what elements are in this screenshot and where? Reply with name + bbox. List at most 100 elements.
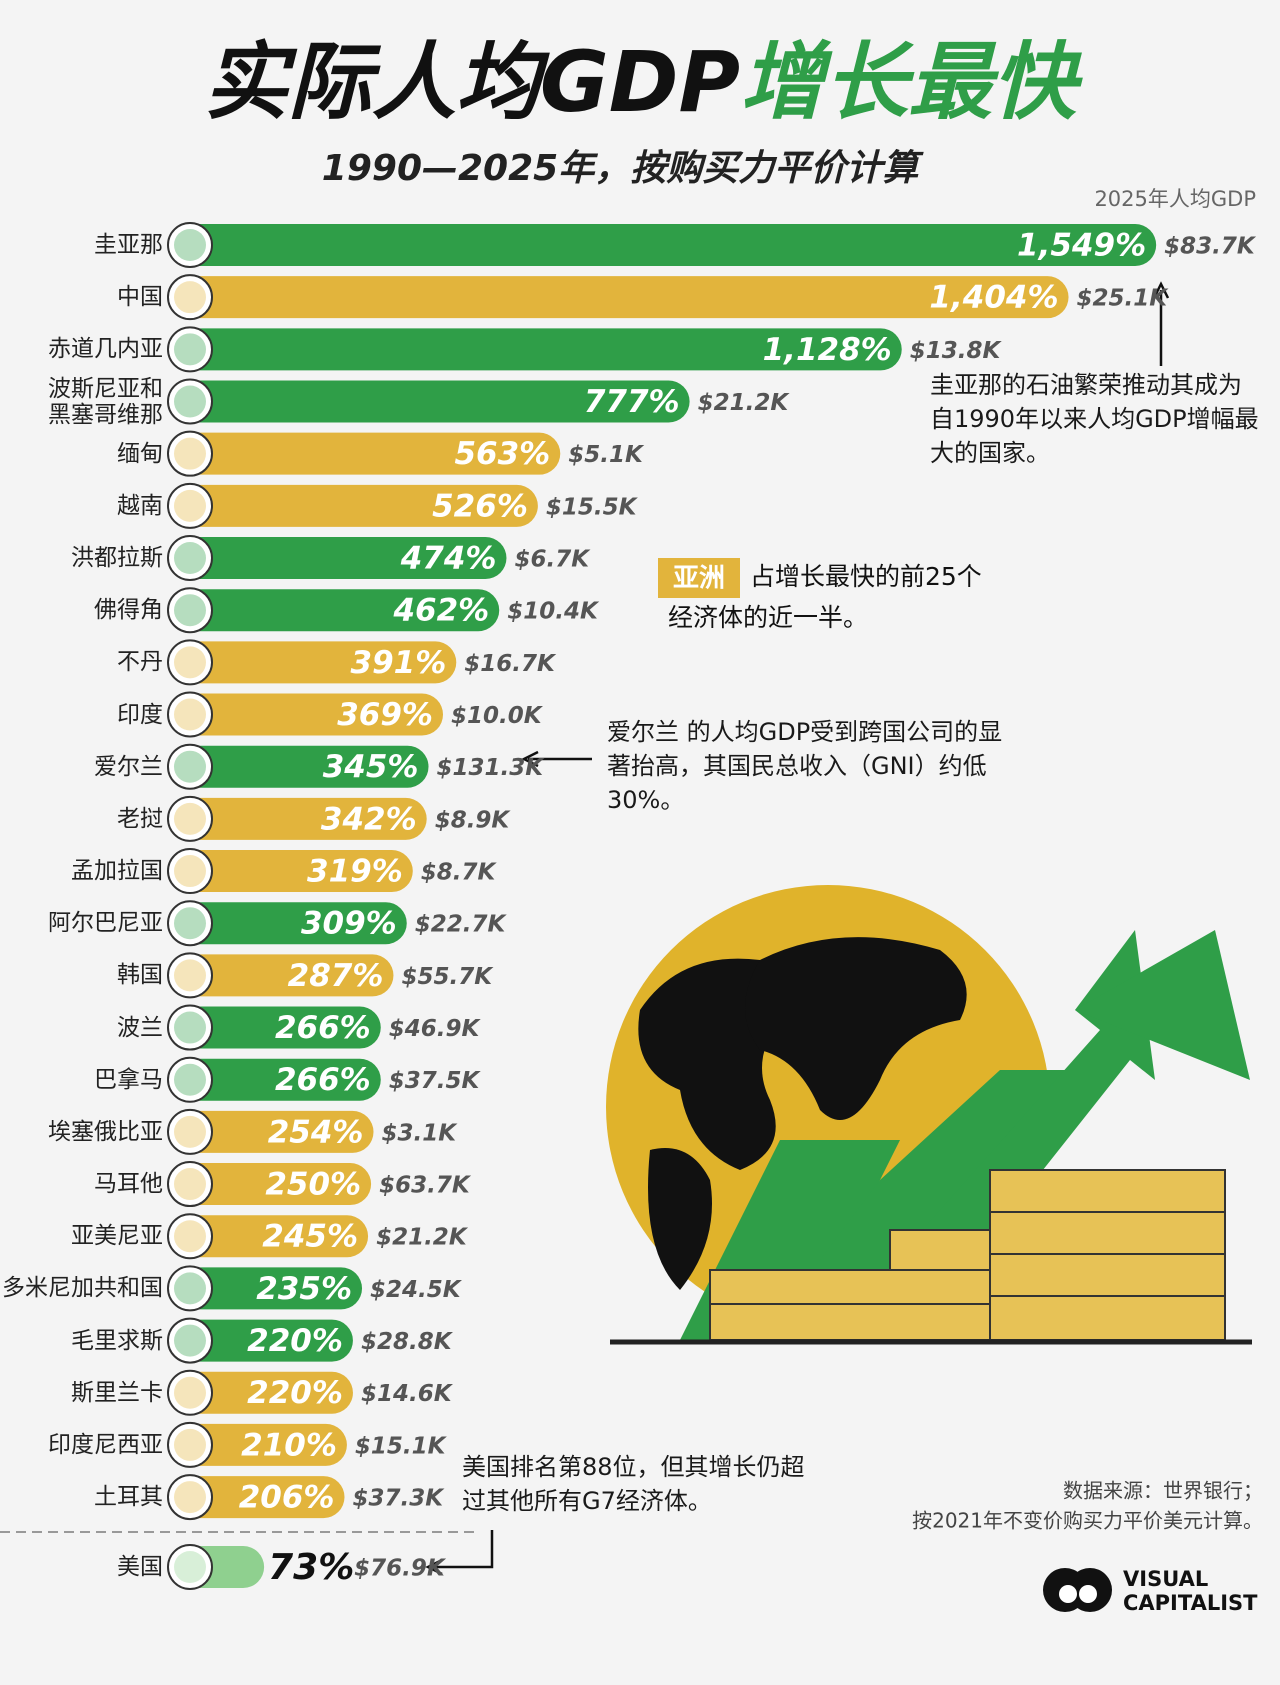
bar xyxy=(190,1215,369,1258)
gdp-label: $3.1K xyxy=(382,1120,459,1146)
value-label: 777% xyxy=(584,384,680,420)
flag-inner xyxy=(174,542,206,575)
flag-inner xyxy=(174,1272,206,1305)
flag-inner xyxy=(174,1481,206,1514)
category-label: 中国 xyxy=(117,284,163,311)
gdp-label: $10.0K xyxy=(451,703,544,729)
bar xyxy=(190,328,902,371)
flag xyxy=(167,1474,213,1521)
flag xyxy=(167,222,213,268)
gdp-header: 2025年人均GDP xyxy=(1094,187,1256,211)
bar xyxy=(190,484,538,527)
illustration xyxy=(606,885,1252,1345)
annotation: 占增长最快的前25个 xyxy=(750,562,982,591)
flag-inner xyxy=(174,281,206,314)
gdp-label: $21.2K xyxy=(376,1225,469,1251)
bar xyxy=(190,380,690,423)
annotation: 爱尔兰 的人均GDP受到跨国公司的显著抬高，其国民总收入（GNI）约低30%。 xyxy=(607,718,1003,814)
flag xyxy=(167,952,213,999)
flag-inner xyxy=(174,698,206,731)
asia-tag: 亚洲 xyxy=(673,564,725,594)
category-label: 埃塞俄比亚 xyxy=(48,1118,163,1145)
flag xyxy=(167,1317,213,1364)
flag-inner xyxy=(174,646,206,679)
category-label: 缅甸 xyxy=(117,440,163,467)
source: 按2021年不变价购买力平价美元计算。 xyxy=(912,1509,1263,1533)
gdp-label: $21.2K xyxy=(698,390,791,416)
value-label: 474% xyxy=(400,541,497,577)
flag xyxy=(167,848,213,895)
source: 数据来源：世界银行； xyxy=(1063,1479,1263,1503)
flag xyxy=(167,326,213,373)
flag xyxy=(167,1108,213,1155)
gdp-label: $76.9K xyxy=(354,1556,447,1582)
category-label: 韩国 xyxy=(117,962,163,989)
category-label: 不丹 xyxy=(117,649,163,676)
gdp-label: $37.5K xyxy=(389,1068,482,1094)
gdp-label: $16.7K xyxy=(464,651,557,677)
value-label: 1,549% xyxy=(1017,228,1146,264)
category-label: 波斯尼亚和黑塞哥维那 xyxy=(48,375,163,428)
flag-inner xyxy=(174,1428,206,1461)
bar xyxy=(190,1006,381,1049)
logo-text: CAPITALIST xyxy=(1123,1591,1258,1615)
flag xyxy=(167,430,213,477)
logo xyxy=(1043,1568,1112,1612)
gdp-label: $8.9K xyxy=(435,807,512,833)
gdp-label: $37.3K xyxy=(353,1486,446,1512)
category-label: 波兰 xyxy=(117,1014,163,1041)
flag xyxy=(167,1056,213,1103)
flag-inner xyxy=(174,594,206,627)
value-label: 462% xyxy=(392,593,489,629)
flag-inner xyxy=(174,959,206,992)
flag xyxy=(167,274,213,321)
logo-text: VISUAL xyxy=(1123,1567,1208,1591)
value-label: 235% xyxy=(256,1271,352,1307)
asia-tag-box xyxy=(658,558,740,598)
category-label: 圭亚那 xyxy=(94,232,163,258)
bar xyxy=(190,641,457,684)
flag-inner xyxy=(174,1063,206,1096)
value-label: 220% xyxy=(247,1323,343,1359)
flag-inner xyxy=(174,855,206,888)
bar xyxy=(190,589,500,632)
category-label: 毛里求斯 xyxy=(71,1327,163,1354)
value-label: 210% xyxy=(241,1427,337,1463)
chart-subtitle: 1990—2025年，按购买力平价计算 xyxy=(322,148,924,189)
gdp-label: $46.9K xyxy=(389,1016,482,1042)
gdp-label: $6.7K xyxy=(514,547,591,573)
gdp-label: $15.5K xyxy=(546,494,639,520)
bar xyxy=(190,1110,374,1153)
flag-inner xyxy=(174,1220,206,1253)
gdp-label: $10.4K xyxy=(507,599,600,625)
flag-inner xyxy=(174,1551,206,1583)
value-label: 266% xyxy=(275,1062,371,1098)
category-label: 阿尔巴尼亚 xyxy=(48,910,163,937)
annotation: 经济体的近一半。 xyxy=(668,603,868,632)
flag xyxy=(167,1421,213,1468)
flag xyxy=(167,587,213,634)
flag xyxy=(167,900,213,947)
category-label: 老挝 xyxy=(117,805,163,832)
category-label: 赤道几内亚 xyxy=(48,336,163,363)
value-label: 319% xyxy=(307,854,403,890)
value-label: 254% xyxy=(268,1114,364,1150)
bar xyxy=(190,745,429,788)
gdp-label: $55.7K xyxy=(401,964,494,990)
category-label: 土耳其 xyxy=(94,1484,163,1511)
bar xyxy=(190,1267,363,1310)
bar xyxy=(190,276,1069,319)
category-label: 印度 xyxy=(117,701,163,728)
value-label: 73% xyxy=(268,1547,354,1588)
bar xyxy=(190,1058,381,1101)
bar xyxy=(190,850,413,893)
gdp-label: $28.8K xyxy=(361,1329,454,1355)
flag-inner xyxy=(174,907,206,940)
category-label: 印度尼西亚 xyxy=(48,1431,163,1458)
value-label: 563% xyxy=(454,436,550,472)
value-label: 369% xyxy=(337,697,433,733)
gdp-label: $22.7K xyxy=(415,912,508,938)
flag xyxy=(167,535,213,582)
flag-inner xyxy=(174,437,206,470)
category-label: 孟加拉国 xyxy=(71,858,163,885)
